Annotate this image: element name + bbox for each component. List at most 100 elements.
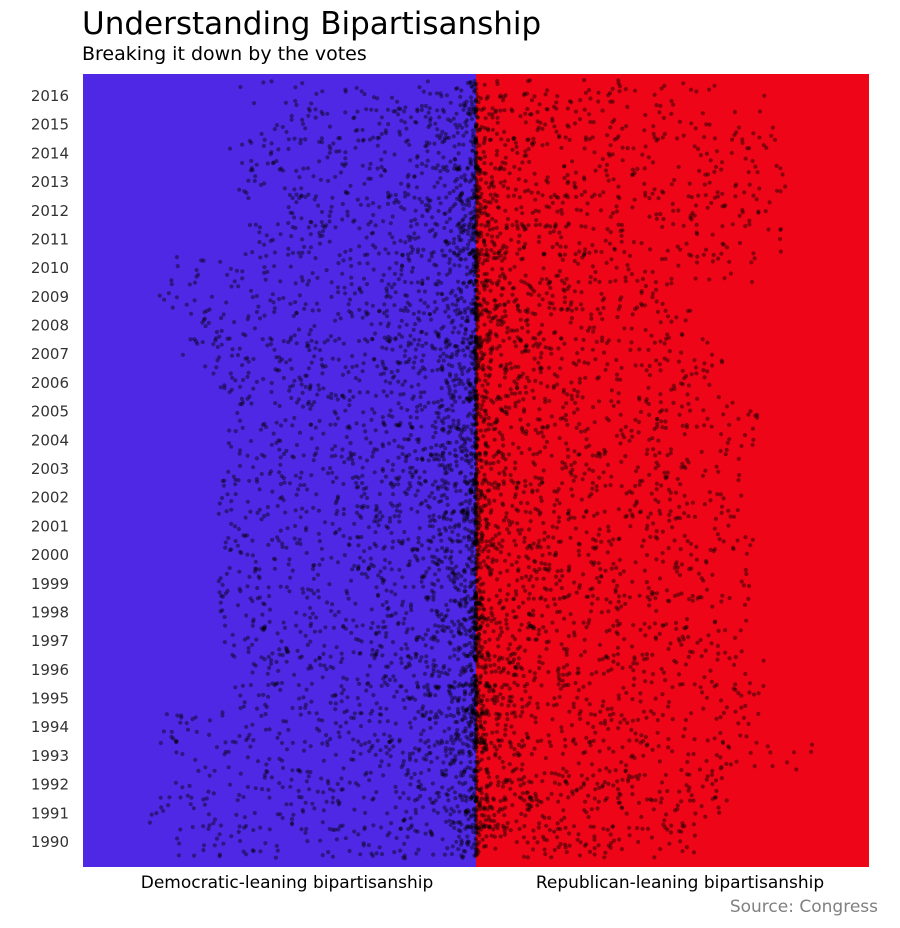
data-point-2016 <box>396 106 401 111</box>
data-point-2003 <box>311 458 316 463</box>
data-point-2007 <box>195 341 200 346</box>
data-point-2002 <box>570 493 575 498</box>
data-point-2010 <box>504 249 509 255</box>
data-point-1996 <box>411 673 416 678</box>
data-point-2009 <box>455 298 460 303</box>
data-point-2005 <box>343 408 348 413</box>
data-point-1998 <box>324 600 330 605</box>
data-point-2016 <box>608 99 613 104</box>
data-point-2009 <box>278 279 283 284</box>
data-point-2003 <box>236 478 241 483</box>
data-point-2016 <box>440 107 446 112</box>
data-point-2003 <box>404 455 409 460</box>
data-point-2009 <box>393 290 398 295</box>
data-point-2006 <box>447 388 452 393</box>
data-point-2013 <box>281 168 286 173</box>
data-point-2015 <box>353 128 358 133</box>
data-point-2011 <box>516 239 521 245</box>
data-point-2002 <box>633 483 638 489</box>
data-point-2011 <box>293 225 298 231</box>
data-point-2010 <box>498 253 503 258</box>
data-point-2002 <box>628 508 633 513</box>
data-point-2012 <box>474 196 479 201</box>
data-point-2004 <box>582 429 588 434</box>
data-point-2002 <box>708 498 713 503</box>
data-point-2001 <box>352 521 357 527</box>
data-point-2006 <box>306 366 311 371</box>
data-point-2016 <box>688 87 694 92</box>
data-point-2004 <box>718 448 723 454</box>
data-point-2015 <box>490 115 495 120</box>
data-point-2001 <box>466 528 471 533</box>
data-point-2009 <box>455 279 461 284</box>
data-point-2013 <box>582 189 588 194</box>
data-point-2009 <box>519 279 524 284</box>
data-point-2008 <box>452 325 457 330</box>
data-point-1997 <box>629 644 635 649</box>
data-point-2011 <box>724 245 730 250</box>
data-point-1997 <box>690 650 695 655</box>
data-point-2014 <box>606 151 611 156</box>
data-point-2010 <box>474 263 479 268</box>
data-point-2013 <box>562 194 568 199</box>
data-point-2001 <box>473 517 479 522</box>
data-point-2014 <box>360 138 366 143</box>
data-point-2009 <box>492 307 497 312</box>
data-point-2003 <box>342 460 347 465</box>
data-point-1999 <box>537 567 542 572</box>
data-point-1999 <box>498 570 503 575</box>
data-point-2016 <box>320 89 325 94</box>
data-point-2014 <box>249 158 254 163</box>
data-point-1999 <box>704 587 710 592</box>
data-point-2005 <box>437 405 442 410</box>
data-point-2013 <box>496 167 502 172</box>
data-point-2011 <box>445 242 450 247</box>
data-point-2002 <box>427 494 432 499</box>
data-point-2013 <box>406 182 411 187</box>
data-point-1997 <box>433 623 438 628</box>
data-point-2003 <box>410 465 415 470</box>
data-point-2013 <box>414 164 420 169</box>
data-point-2001 <box>416 536 421 541</box>
data-point-2006 <box>308 383 313 388</box>
data-point-1996 <box>727 656 732 661</box>
data-point-2012 <box>455 223 460 228</box>
data-point-2002 <box>229 507 234 512</box>
data-point-1999 <box>378 569 383 574</box>
data-point-2007 <box>658 368 663 373</box>
data-point-2011 <box>500 246 505 251</box>
data-point-1998 <box>458 602 463 607</box>
data-point-2011 <box>490 239 495 244</box>
data-point-1998 <box>436 624 441 629</box>
data-point-2006 <box>694 371 699 376</box>
data-point-1996 <box>699 654 704 659</box>
data-point-2006 <box>473 388 478 393</box>
data-point-2011 <box>300 250 305 255</box>
data-point-2004 <box>408 433 413 438</box>
data-point-2009 <box>639 289 644 294</box>
data-point-2010 <box>554 273 559 278</box>
data-point-2016 <box>474 81 479 86</box>
data-point-2002 <box>265 505 270 510</box>
data-point-1998 <box>557 609 563 614</box>
data-point-2016 <box>610 99 615 104</box>
data-point-2002 <box>257 487 262 492</box>
data-point-2015 <box>583 135 589 140</box>
data-point-2011 <box>720 241 725 246</box>
data-point-2006 <box>304 373 309 378</box>
data-point-1999 <box>553 574 559 579</box>
data-point-2011 <box>306 250 312 255</box>
data-point-2007 <box>486 365 491 370</box>
data-point-2004 <box>233 429 238 434</box>
data-point-2014 <box>474 140 479 145</box>
data-point-2000 <box>356 543 361 548</box>
data-point-2013 <box>472 183 477 188</box>
data-point-2015 <box>732 132 737 138</box>
data-point-2006 <box>679 381 684 386</box>
data-point-2012 <box>598 208 604 213</box>
data-point-2005 <box>473 397 478 402</box>
data-point-2007 <box>398 344 403 349</box>
data-point-1997 <box>351 650 356 655</box>
data-point-2010 <box>473 258 479 263</box>
data-point-1996 <box>424 659 429 665</box>
